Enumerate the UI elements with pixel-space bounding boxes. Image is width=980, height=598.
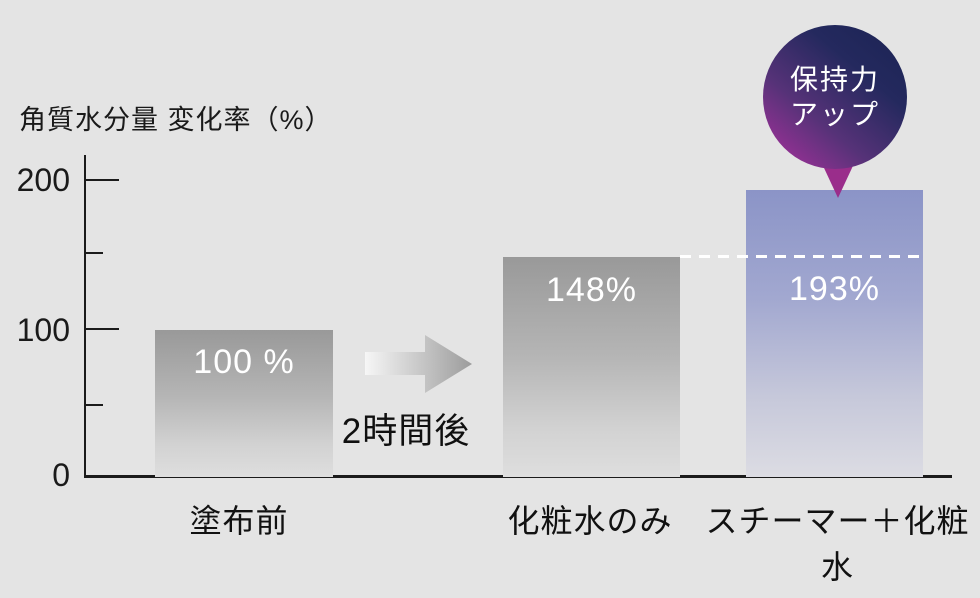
bar-value-label: 148% <box>546 271 637 309</box>
badge-retention-up: 保持力 アップ <box>763 25 907 169</box>
bar-value-label: 100 % <box>193 343 295 381</box>
badge-line2: アップ <box>789 99 880 130</box>
y-axis-line <box>84 155 86 478</box>
y-tick-100 <box>84 328 119 330</box>
y-tick-label-0: 0 <box>52 457 70 493</box>
arrow-label-2-hours-later: 2時間後 <box>341 412 471 451</box>
bar-before-application: 100 % <box>155 330 333 477</box>
x-label-steamer-plus-lotion: スチーマー＋化粧水 <box>705 503 970 585</box>
x-label-before-application: 塗布前 <box>189 503 289 539</box>
y-tick-150 <box>84 252 103 254</box>
dashed-reference-line <box>680 255 924 258</box>
bar-value-label: 193% <box>789 270 880 308</box>
y-tick-200 <box>84 179 119 181</box>
y-tick-50 <box>84 404 103 406</box>
x-label-lotion-only: 化粧水のみ <box>507 503 673 539</box>
bar-lotion-only: 148% <box>503 257 680 477</box>
chart-title: 角質水分量 変化率（%） <box>19 105 333 135</box>
badge-line1: 保持力 <box>789 64 880 95</box>
bar-steamer-plus-lotion: 193% <box>746 190 923 477</box>
right-arrow-icon <box>365 335 473 393</box>
y-tick-label-100: 100 <box>16 312 70 348</box>
y-tick-label-200: 200 <box>16 162 70 198</box>
